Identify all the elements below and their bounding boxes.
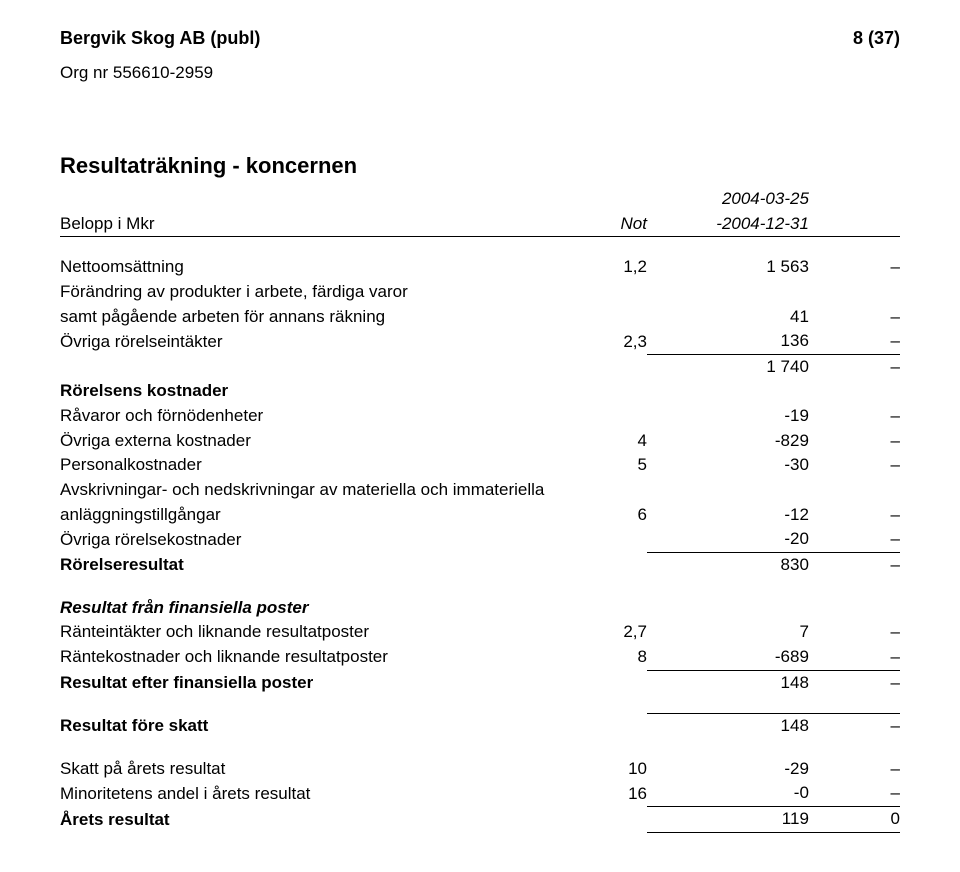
cell-dash: –	[809, 714, 900, 739]
cell-label: Övriga rörelseintäkter	[60, 329, 546, 354]
row-res-efter-fin: Resultat efter finansiella poster 148 –	[60, 670, 900, 695]
cell-label: Räntekostnader och liknande resultatpost…	[60, 645, 546, 670]
row-rantekostnader: Räntekostnader och liknande resultatpost…	[60, 645, 900, 670]
row-ravaror: Råvaror och förnödenheter -19 –	[60, 404, 900, 429]
cell-label: Förändring av produkter i arbete, färdig…	[60, 280, 546, 305]
cell-note: 8	[546, 645, 647, 670]
header-not: Not	[546, 212, 647, 237]
cell-label: Övriga rörelsekostnader	[60, 527, 546, 552]
cell-value: 1 740	[647, 354, 809, 379]
cell-value: -20	[647, 527, 809, 552]
cell-label: Minoritetens andel i årets resultat	[60, 781, 546, 806]
cell-label: Rörelsens kostnader	[60, 379, 546, 404]
cell-label: Personalkostnader	[60, 453, 546, 478]
cell-label: Avskrivningar- och nedskrivningar av mat…	[60, 478, 546, 503]
section-title: Resultaträkning - koncernen	[60, 153, 900, 179]
cell-dash: –	[809, 757, 900, 782]
row-minoritet: Minoritetens andel i årets resultat 16 -…	[60, 781, 900, 806]
cell-value: 1 563	[647, 255, 809, 280]
cell-value: 7	[647, 620, 809, 645]
cell-value: 148	[647, 670, 809, 695]
cell-value: -829	[647, 429, 809, 454]
cell-value: 41	[647, 305, 809, 330]
cell-label: Ränteintäkter och liknande resultatposte…	[60, 620, 546, 645]
cell-dash: –	[809, 503, 900, 528]
cell-value: -19	[647, 404, 809, 429]
cell-note: 1,2	[546, 255, 647, 280]
row-ovriga-intakter: Övriga rörelseintäkter 2,3 136 –	[60, 329, 900, 354]
cell-dash: –	[809, 620, 900, 645]
cell-dash: –	[809, 329, 900, 354]
cell-dash: –	[809, 670, 900, 695]
cell-note: 10	[546, 757, 647, 782]
cell-label: Årets resultat	[60, 807, 546, 833]
page-number: 8 (37)	[853, 28, 900, 49]
cell-value: 830	[647, 552, 809, 577]
row-externa: Övriga externa kostnader 4 -829 –	[60, 429, 900, 454]
row-sum-intakter: 1 740 –	[60, 354, 900, 379]
header-row: Bergvik Skog AB (publ) 8 (37)	[60, 28, 900, 49]
row-forandring-l1: Förändring av produkter i arbete, färdig…	[60, 280, 900, 305]
cell-dash: –	[809, 781, 900, 806]
row-arets-resultat: Årets resultat 119 0	[60, 807, 900, 833]
cell-dash: –	[809, 255, 900, 280]
row-avskr-l2: anläggningstillgångar 6 -12 –	[60, 503, 900, 528]
table-header-row: Belopp i Mkr Not -2004-12-31	[60, 212, 900, 237]
cell-value: 136	[647, 329, 809, 354]
cell-label: Resultat före skatt	[60, 714, 546, 739]
cell-dash: –	[809, 527, 900, 552]
company-name: Bergvik Skog AB (publ)	[60, 28, 260, 49]
cell-dash: –	[809, 645, 900, 670]
cell-dash: –	[809, 305, 900, 330]
row-nettoomsattning: Nettoomsättning 1,2 1 563 –	[60, 255, 900, 280]
cell-dash: –	[809, 404, 900, 429]
cell-label: anläggningstillgångar	[60, 503, 546, 528]
row-ovriga-kostnader: Övriga rörelsekostnader -20 –	[60, 527, 900, 552]
cell-dash: –	[809, 429, 900, 454]
cell-dash: –	[809, 552, 900, 577]
row-res-fore-skatt: Resultat före skatt 148 –	[60, 714, 900, 739]
cell-label: Resultat från finansiella poster	[60, 596, 546, 621]
cell-value: -30	[647, 453, 809, 478]
cell-label: Rörelseresultat	[60, 552, 546, 577]
cell-label: Råvaror och förnödenheter	[60, 404, 546, 429]
cell-label: samt pågående arbeten för annans räkning	[60, 305, 546, 330]
income-statement-table: 2004-03-25 Belopp i Mkr Not -2004-12-31 …	[60, 187, 900, 833]
row-skatt: Skatt på årets resultat 10 -29 –	[60, 757, 900, 782]
cell-label: Resultat efter finansiella poster	[60, 670, 546, 695]
cell-dash: –	[809, 354, 900, 379]
cell-note: 5	[546, 453, 647, 478]
org-nr: Org nr 556610-2959	[60, 63, 900, 83]
period-top: 2004-03-25	[647, 187, 809, 212]
cell-dash: 0	[809, 807, 900, 833]
cell-value: 148	[647, 714, 809, 739]
cell-note: 4	[546, 429, 647, 454]
header-label: Belopp i Mkr	[60, 212, 546, 237]
cell-value: -0	[647, 781, 809, 806]
cell-value: -29	[647, 757, 809, 782]
row-forandring-l2: samt pågående arbeten för annans räkning…	[60, 305, 900, 330]
cell-value: -689	[647, 645, 809, 670]
cell-note: 16	[546, 781, 647, 806]
cell-label: Skatt på årets resultat	[60, 757, 546, 782]
cell-note: 2,3	[546, 329, 647, 354]
row-avskr-l1: Avskrivningar- och nedskrivningar av mat…	[60, 478, 900, 503]
cell-dash: –	[809, 453, 900, 478]
cell-label: Nettoomsättning	[60, 255, 546, 280]
period-bottom: -2004-12-31	[647, 212, 809, 237]
page-container: Bergvik Skog AB (publ) 8 (37) Org nr 556…	[0, 0, 960, 833]
cell-label: Övriga externa kostnader	[60, 429, 546, 454]
row-rorelsens-kostnader: Rörelsens kostnader	[60, 379, 900, 404]
cell-note: 6	[546, 503, 647, 528]
cell-value: 119	[647, 807, 809, 833]
row-rorelseresultat: Rörelseresultat 830 –	[60, 552, 900, 577]
period-row-top: 2004-03-25	[60, 187, 900, 212]
cell-value: -12	[647, 503, 809, 528]
row-personal: Personalkostnader 5 -30 –	[60, 453, 900, 478]
row-res-fin-poster: Resultat från finansiella poster	[60, 596, 900, 621]
row-ranteintakter: Ränteintäkter och liknande resultatposte…	[60, 620, 900, 645]
cell-note: 2,7	[546, 620, 647, 645]
